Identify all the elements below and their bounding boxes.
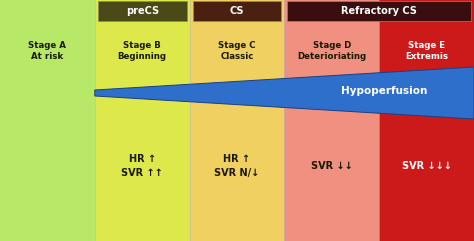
- Bar: [0, 0, 95, 241]
- Text: Stage B
Beginning: Stage B Beginning: [118, 40, 167, 61]
- Text: Stage C
Classic: Stage C Classic: [218, 40, 256, 61]
- Text: Stage A
At risk: Stage A At risk: [28, 40, 66, 61]
- Text: SVR ↓↓↓: SVR ↓↓↓: [401, 161, 452, 171]
- Bar: [190, 0, 284, 241]
- Polygon shape: [95, 67, 474, 119]
- Text: Refractory CS: Refractory CS: [341, 6, 417, 16]
- Text: Hypoperfusion: Hypoperfusion: [341, 86, 427, 96]
- Text: preCS: preCS: [126, 6, 159, 16]
- Bar: [192, 1, 282, 21]
- Bar: [98, 1, 187, 21]
- Text: Stage E
Extremis: Stage E Extremis: [405, 40, 448, 61]
- Text: CS: CS: [230, 6, 244, 16]
- Bar: [379, 0, 474, 241]
- Text: HR ↑
SVR N/↓: HR ↑ SVR N/↓: [214, 154, 260, 178]
- Text: SVR ↓↓: SVR ↓↓: [311, 161, 353, 171]
- Bar: [287, 1, 471, 21]
- Bar: [95, 0, 190, 241]
- Text: HR ↑
SVR ↑↑: HR ↑ SVR ↑↑: [121, 154, 163, 178]
- Bar: [284, 0, 379, 241]
- Text: Stage D
Deterioriating: Stage D Deterioriating: [297, 40, 366, 61]
